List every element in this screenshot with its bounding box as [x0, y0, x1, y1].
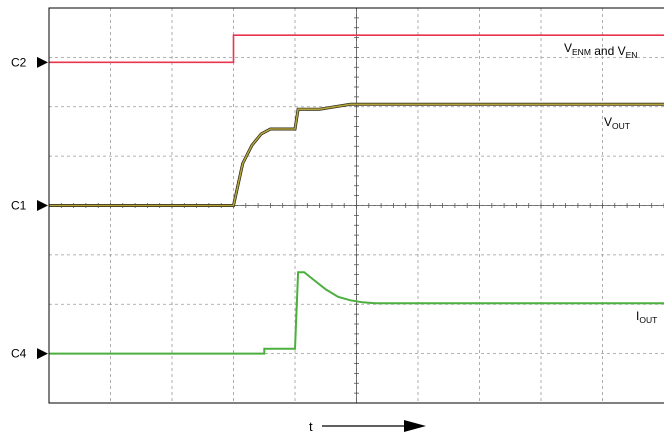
channel-marker-c4: C4 [11, 347, 27, 361]
series-label-v-enm-and-v-en: VENM and VEN [564, 41, 637, 60]
channel-marker-arrow [37, 200, 48, 211]
channel-marker-arrow [37, 56, 48, 68]
channel-markers: C2 C1 C4 [11, 55, 48, 361]
time-axis: t [309, 419, 426, 433]
x-axis-label: t [309, 419, 313, 433]
series-label-v-out: VOUT [604, 115, 630, 131]
series-labels: VENM and VEN VOUT IOUT [564, 41, 657, 325]
channel-marker-c1: C1 [11, 199, 27, 213]
time-arrow-head [404, 420, 426, 432]
traces [49, 34, 664, 355]
trace-v-enm-and-v-en [49, 34, 664, 64]
channel-marker-c2: C2 [11, 55, 27, 69]
trace-v-out [49, 103, 664, 207]
channel-marker-arrow [37, 348, 48, 360]
trace-i-out [49, 271, 664, 355]
series-label-i-out: IOUT [636, 309, 657, 325]
plot-frame [48, 7, 664, 404]
